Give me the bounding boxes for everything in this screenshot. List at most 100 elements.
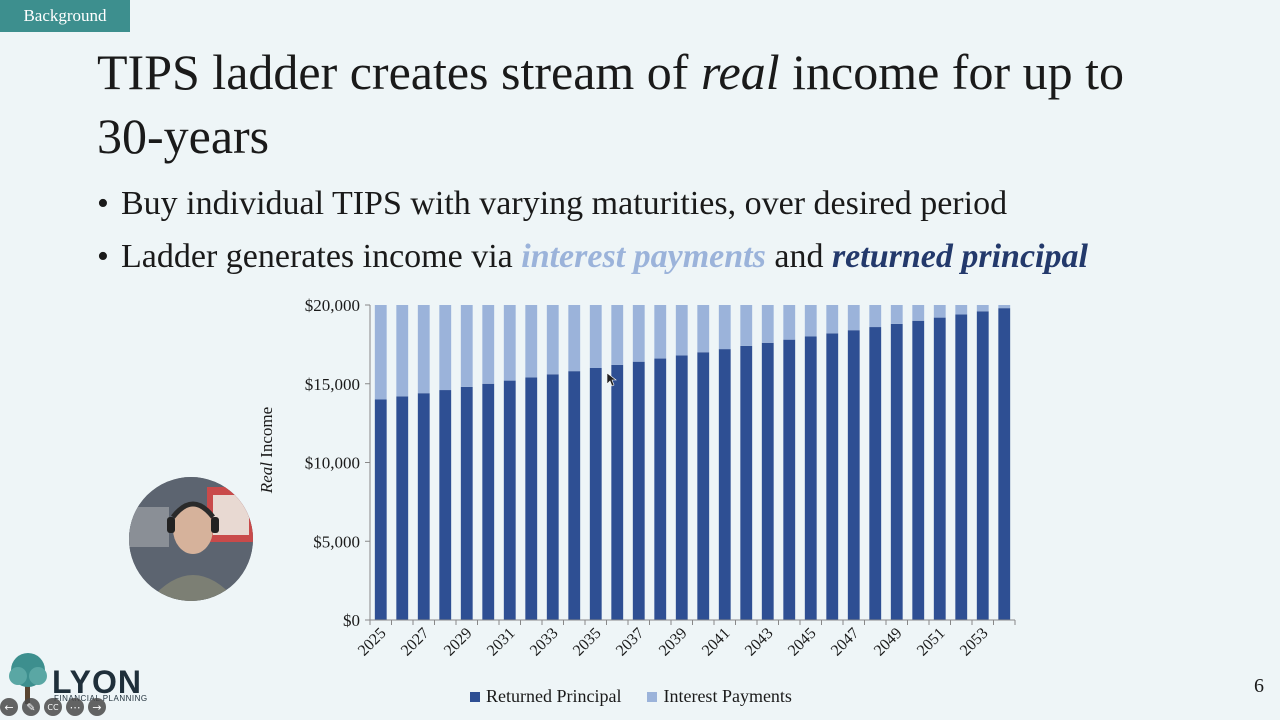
bar-interest [998, 305, 1011, 309]
bar-principal [697, 352, 710, 620]
mouse-cursor-icon [607, 373, 617, 387]
legend-item-interest: Interest Payments [647, 686, 792, 707]
bar-principal [654, 358, 667, 620]
legend-label-principal: Returned Principal [486, 686, 622, 706]
y-tick-label: $0 [343, 611, 360, 630]
logo-wordmark: LYON [52, 664, 142, 700]
bar-interest [546, 305, 559, 375]
bar-principal [869, 327, 882, 620]
bar-principal [761, 342, 774, 620]
bar-interest [482, 305, 495, 384]
presentation-controls: ← ✎ CC ⋯ → [0, 698, 106, 716]
bar-principal [783, 339, 796, 620]
bar-interest [804, 305, 817, 337]
x-tick-label: 2025 [355, 625, 390, 660]
bar-interest [718, 305, 731, 350]
x-tick-label: 2049 [871, 625, 906, 660]
next-icon[interactable]: → [88, 698, 106, 716]
x-tick-label: 2047 [828, 625, 863, 660]
bar-principal [826, 333, 839, 620]
returned-principal-highlight: returned principal [831, 238, 1088, 275]
y-tick-label: $5,000 [313, 532, 360, 551]
bar-principal [675, 355, 688, 620]
bullet-dot: • [97, 185, 109, 222]
y-tick-label: $20,000 [305, 296, 360, 315]
bullet-2-text-b: and [765, 238, 832, 275]
bar-principal [439, 390, 452, 620]
bullet-dot: • [97, 238, 109, 275]
legend-swatch-principal [470, 691, 480, 702]
bar-principal [740, 345, 753, 620]
x-tick-label: 2041 [699, 625, 734, 660]
bar-principal [546, 374, 559, 620]
bar-interest [396, 305, 409, 397]
bar-principal [976, 311, 989, 620]
bullet-1-text: Buy individual TIPS with varying maturit… [121, 185, 1008, 222]
bar-interest [890, 305, 903, 324]
bar-interest [568, 305, 581, 372]
bar-principal [374, 399, 387, 620]
bar-principal [718, 349, 731, 620]
bar-interest [439, 305, 452, 391]
stacked-bar-chart: $0$5,000$10,000$15,000$20,000 2025 2027 20… [257, 296, 1016, 660]
x-tick-label: 2053 [957, 625, 992, 660]
y-axis-label-rest: Income [257, 407, 276, 462]
presenter-webcam [129, 477, 253, 601]
bar-interest [955, 305, 968, 315]
bar-interest [869, 305, 882, 328]
bar-interest [460, 305, 473, 387]
bar-interest [611, 305, 624, 365]
y-tick-label: $10,000 [305, 454, 360, 473]
bar-interest [933, 305, 946, 318]
bar-principal [955, 314, 968, 620]
legend-swatch-interest [647, 691, 658, 702]
bullet-2-text-a: Ladder generates income via [121, 238, 522, 275]
x-tick-labels: 2025 2027 2029 2031 2033 2035 2037 2039 2041 2043… [355, 620, 1016, 660]
bar-interest [761, 305, 774, 343]
more-icon[interactable]: ⋯ [66, 698, 84, 716]
x-tick-label: 2035 [570, 625, 605, 660]
section-tag: Background [0, 0, 130, 32]
bar-interest [847, 305, 860, 331]
title-part-2: income for up to 30-years [97, 44, 1124, 164]
x-tick-label: 2031 [484, 625, 519, 660]
bar-interest [976, 305, 989, 312]
bar-principal [482, 383, 495, 620]
legend-item-principal: Returned Principal [470, 686, 621, 707]
pen-icon[interactable]: ✎ [22, 698, 40, 716]
y-axis-label: Real Income [257, 407, 276, 494]
bar-principal [933, 317, 946, 620]
captions-icon[interactable]: CC [44, 698, 62, 716]
slide-title: TIPS ladder creates stream of real incom… [97, 40, 1197, 168]
x-tick-label: 2051 [914, 625, 949, 660]
x-tick-label: 2039 [656, 625, 691, 660]
interest-payments-highlight: interest payments [521, 238, 766, 275]
bar-interest [503, 305, 516, 381]
title-part-1: TIPS ladder creates stream of [97, 44, 701, 100]
bar-principal [460, 386, 473, 620]
x-tick-label: 2029 [441, 625, 476, 660]
x-tick-label: 2045 [785, 625, 820, 660]
page-number: 6 [1254, 675, 1264, 697]
bar-interest [417, 305, 430, 394]
bar-interest [374, 305, 387, 400]
bar-interest [826, 305, 839, 334]
presenter-avatar [129, 477, 253, 601]
tree-logo-icon [9, 653, 47, 704]
chart-legend: Returned Principal Interest Payments [470, 686, 792, 707]
x-tick-label: 2033 [527, 625, 562, 660]
bar-principal [998, 308, 1011, 620]
y-tick-labels: $0 $5,000 $10,000 $15,000 $20,000 [305, 296, 370, 630]
prev-icon[interactable]: ← [0, 698, 18, 716]
legend-label-interest: Interest Payments [663, 686, 792, 706]
bar-interest [675, 305, 688, 356]
x-tick-label: 2043 [742, 625, 777, 660]
bar-interest [589, 305, 602, 368]
bar-principal [804, 336, 817, 620]
bar-principal [503, 380, 516, 620]
bar-interest [632, 305, 645, 362]
bar-interest [654, 305, 667, 359]
bullet-1: • Buy individual TIPS with varying maturi… [97, 185, 1007, 223]
bars-group [374, 305, 1011, 620]
